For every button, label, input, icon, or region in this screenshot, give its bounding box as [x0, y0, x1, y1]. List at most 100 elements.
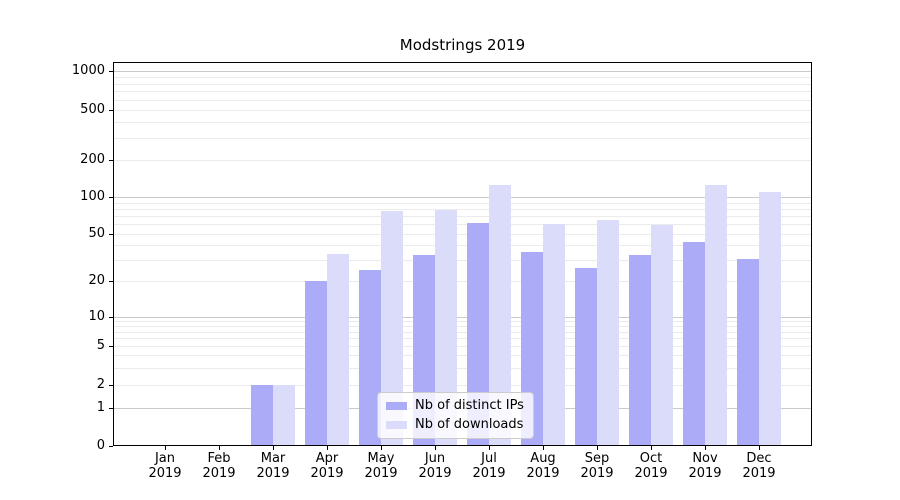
x-tick-year: 2019 — [688, 466, 722, 481]
legend-item: Nb of downloads — [386, 417, 524, 433]
bar-downloads — [543, 224, 565, 445]
x-tick-year: 2019 — [472, 466, 506, 481]
y-tick-mark — [109, 385, 113, 386]
gridline-minor — [114, 83, 811, 85]
bar-distinct-ips — [683, 241, 705, 445]
x-tick-month: Jul — [481, 451, 497, 466]
x-tick-mark — [597, 446, 598, 450]
x-tick-month: Nov — [692, 451, 718, 466]
x-tick-mark — [651, 446, 652, 450]
gridline-minor — [114, 122, 811, 124]
bar-downloads — [597, 220, 619, 445]
legend-item: Nb of distinct IPs — [386, 398, 524, 414]
legend: Nb of distinct IPs Nb of downloads — [377, 392, 534, 439]
x-tick-month: Apr — [315, 451, 339, 466]
y-tick-mark — [109, 317, 113, 318]
legend-swatch — [386, 402, 407, 410]
x-tick-year: 2019 — [634, 466, 668, 481]
y-tick-mark — [109, 71, 113, 72]
x-tick-month: Jun — [424, 451, 446, 466]
x-tick-mark — [705, 446, 706, 450]
bar-distinct-ips — [737, 258, 759, 445]
x-tick-label: Apr 2019 — [300, 451, 354, 481]
gridline-minor — [114, 355, 811, 357]
bar-downloads — [273, 385, 295, 445]
gridline-minor — [114, 385, 811, 386]
gridline-minor — [114, 110, 811, 111]
x-tick-label: Oct 2019 — [624, 451, 678, 481]
y-tick-label: 500 — [80, 102, 105, 117]
gridline-minor — [114, 245, 811, 247]
y-tick-mark — [109, 408, 113, 409]
legend-label: Nb of downloads — [415, 417, 524, 432]
x-tick-mark — [327, 446, 328, 450]
gridline-minor — [114, 331, 811, 333]
x-tick-label: Jun 2019 — [408, 451, 462, 481]
y-tick-mark — [109, 234, 113, 235]
gridline-minor — [114, 99, 811, 101]
y-tick-label: 100 — [80, 189, 105, 204]
x-tick-mark — [381, 446, 382, 450]
x-tick-label: May 2019 — [354, 451, 408, 481]
y-tick-label: 2 — [96, 377, 105, 392]
y-tick-mark — [109, 281, 113, 282]
x-tick-label: Jan 2019 — [138, 451, 192, 481]
x-tick-mark — [165, 446, 166, 450]
y-tick-label: 200 — [80, 152, 105, 167]
x-tick-month: Mar — [260, 451, 286, 466]
x-tick-year: 2019 — [364, 466, 398, 481]
gridline-minor — [114, 76, 811, 78]
bar-distinct-ips — [359, 269, 381, 445]
x-tick-label: Dec 2019 — [732, 451, 786, 481]
y-tick-mark — [109, 197, 113, 198]
bar-distinct-ips — [467, 223, 489, 445]
legend-label: Nb of distinct IPs — [415, 398, 524, 413]
bar-downloads — [489, 185, 511, 445]
x-tick-label: Nov 2019 — [678, 451, 732, 481]
y-tick-mark — [109, 346, 113, 347]
x-tick-label: Sep 2019 — [570, 451, 624, 481]
gridline-minor — [114, 338, 811, 340]
x-tick-month: May — [367, 451, 395, 466]
gridline-minor — [114, 160, 811, 161]
bar-distinct-ips — [251, 385, 273, 445]
bar-downloads — [705, 185, 727, 445]
gridline-minor — [114, 91, 811, 93]
chart-title: Modstrings 2019 — [399, 36, 526, 54]
x-tick-month: Jan — [154, 451, 176, 466]
y-tick-label: 10 — [88, 309, 105, 324]
x-tick-label: Mar 2019 — [246, 451, 300, 481]
x-tick-month: Feb — [207, 451, 231, 466]
x-tick-mark — [273, 446, 274, 450]
x-tick-label: Aug 2019 — [516, 451, 570, 481]
gridline-minor — [114, 137, 811, 139]
y-tick-label: 20 — [88, 273, 105, 288]
gridline-major — [114, 71, 811, 72]
gridline-major — [114, 317, 811, 318]
gridline-minor — [114, 260, 811, 262]
gridline-minor — [114, 208, 811, 210]
gridline-minor — [114, 202, 811, 204]
bar-downloads — [327, 253, 349, 445]
x-tick-month: Oct — [639, 451, 663, 466]
gridline-minor — [114, 321, 811, 323]
x-tick-mark — [543, 446, 544, 450]
legend-swatch — [386, 421, 407, 429]
bar-distinct-ips — [305, 281, 327, 445]
x-tick-month: Sep — [584, 451, 610, 466]
gridline-minor — [114, 346, 811, 347]
y-tick-mark — [109, 160, 113, 161]
x-tick-mark — [435, 446, 436, 450]
y-tick-mark — [109, 110, 113, 111]
x-tick-mark — [489, 446, 490, 450]
x-tick-month: Aug — [530, 451, 556, 466]
x-tick-year: 2019 — [526, 466, 560, 481]
y-tick-label: 1000 — [71, 63, 105, 78]
x-tick-year: 2019 — [580, 466, 614, 481]
gridline-minor — [114, 234, 811, 235]
bar-downloads — [435, 210, 457, 445]
x-tick-year: 2019 — [310, 466, 344, 481]
bar-downloads — [759, 191, 781, 445]
x-tick-year: 2019 — [202, 466, 236, 481]
